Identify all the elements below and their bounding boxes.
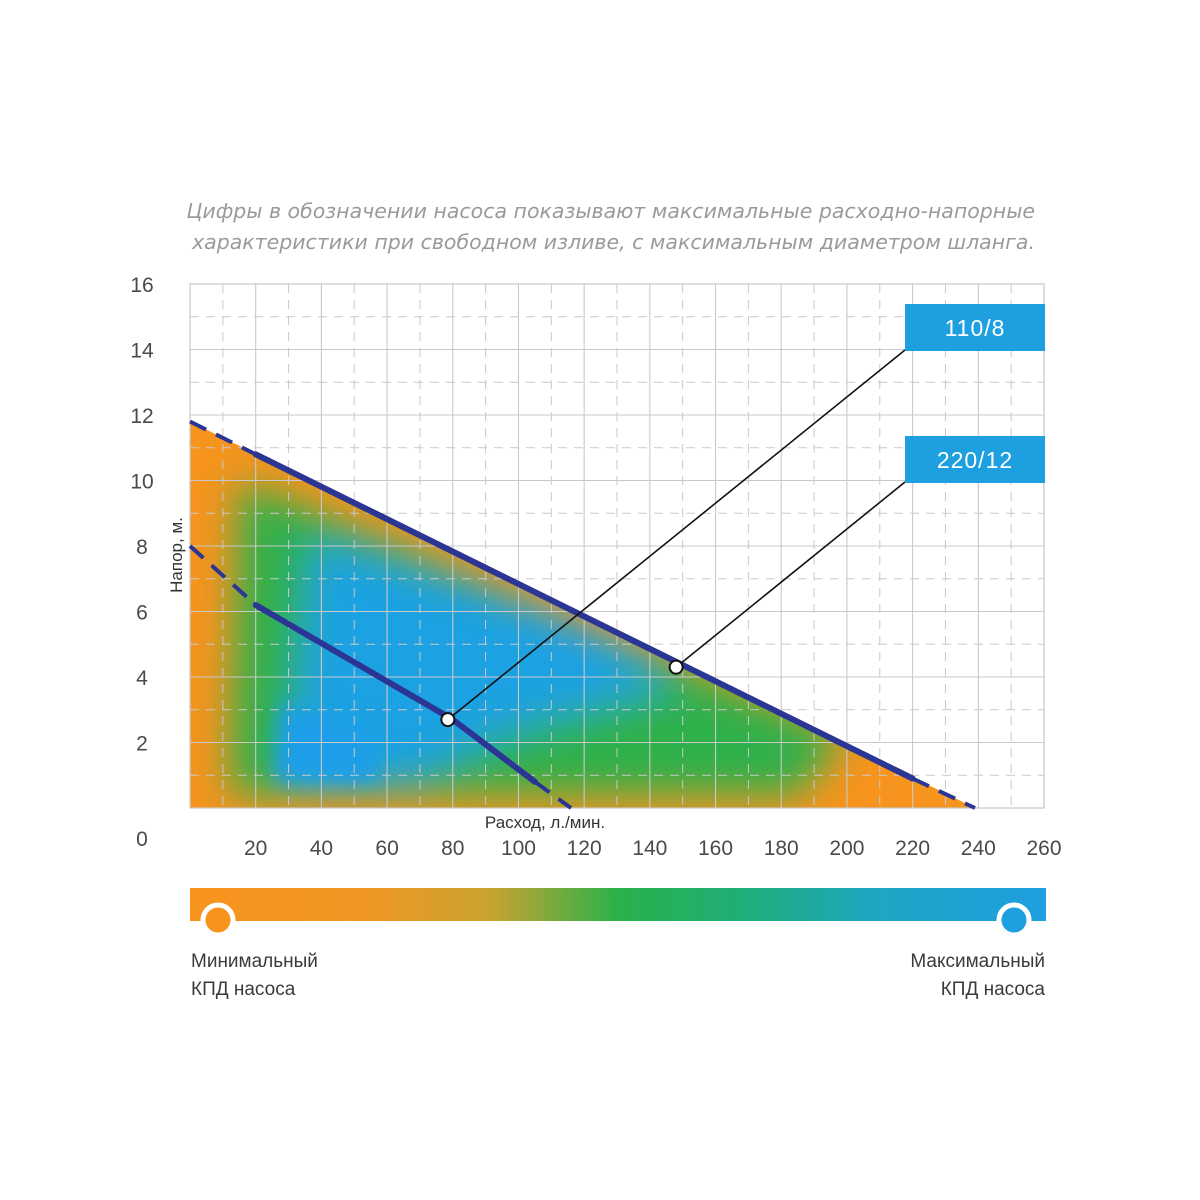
callout-2: 220/12 xyxy=(668,436,1045,675)
y-axis-label: Напор, м. xyxy=(167,517,186,593)
x-tick-label: 60 xyxy=(375,837,398,860)
colorbar-max-marker xyxy=(996,902,1032,938)
x-tick-label: 180 xyxy=(764,837,799,860)
y-tick-label: 0 xyxy=(136,828,148,851)
x-axis-ticks: 20 40 60 80 100 120 140 160 180 200 220 240 260 xyxy=(244,837,1062,860)
chart-grid xyxy=(190,284,1044,808)
y-tick-label: 2 xyxy=(136,733,148,756)
callout-box xyxy=(905,304,1045,351)
operating-point-marker xyxy=(668,659,684,675)
colorbar-min-marker xyxy=(200,902,236,938)
x-tick-label: 120 xyxy=(567,837,602,860)
x-tick-label: 100 xyxy=(501,837,536,860)
y-tick-label: 14 xyxy=(130,340,154,363)
x-axis-label: Расход, л./мин. xyxy=(485,813,605,832)
efficiency-colorbar xyxy=(190,888,1046,938)
y-tick-label: 4 xyxy=(136,667,148,690)
caption-line-1: Цифры в обозначении насоса показывают ма… xyxy=(186,199,1035,223)
x-tick-label: 140 xyxy=(632,837,667,860)
x-tick-label: 20 xyxy=(244,837,267,860)
callout-box xyxy=(905,436,1045,483)
y-tick-label: 6 xyxy=(136,602,148,625)
curve-dashed-start xyxy=(189,419,257,457)
pump-curve-2 xyxy=(189,419,976,810)
curve-dashed-end xyxy=(911,776,976,810)
x-tick-label: 40 xyxy=(310,837,333,860)
callout-1: 110/8 xyxy=(440,304,1045,728)
x-tick-label: 260 xyxy=(1026,837,1061,860)
callout-model-label: 110/8 xyxy=(945,315,1006,341)
x-tick-label: 80 xyxy=(441,837,464,860)
y-tick-label: 10 xyxy=(130,471,153,494)
x-tick-label: 220 xyxy=(895,837,930,860)
y-tick-label: 16 xyxy=(130,274,153,297)
x-tick-label: 160 xyxy=(698,837,733,860)
y-tick-label: 12 xyxy=(130,405,153,428)
operating-point-marker xyxy=(440,712,456,728)
chart-caption: Цифры в обозначении насоса показывают ма… xyxy=(150,196,1035,258)
model-callouts: 110/8 220/12 xyxy=(440,304,1045,728)
curve-solid xyxy=(252,451,916,782)
callout-leader-line xyxy=(675,481,906,668)
x-tick-label: 240 xyxy=(961,837,996,860)
callout-model-label: 220/12 xyxy=(937,447,1013,473)
x-tick-label: 200 xyxy=(829,837,864,860)
curve-dashed-start xyxy=(188,544,258,607)
colorbar-gradient xyxy=(190,888,1046,921)
caption-line-2: характеристики при свободном изливе, с м… xyxy=(192,230,1035,254)
callout-leader-line xyxy=(447,349,906,721)
y-axis-ticks: 0 2 4 6 8 10 12 14 16 xyxy=(130,274,154,851)
y-tick-label: 8 xyxy=(136,536,148,559)
curve-dashed-end xyxy=(533,780,573,810)
